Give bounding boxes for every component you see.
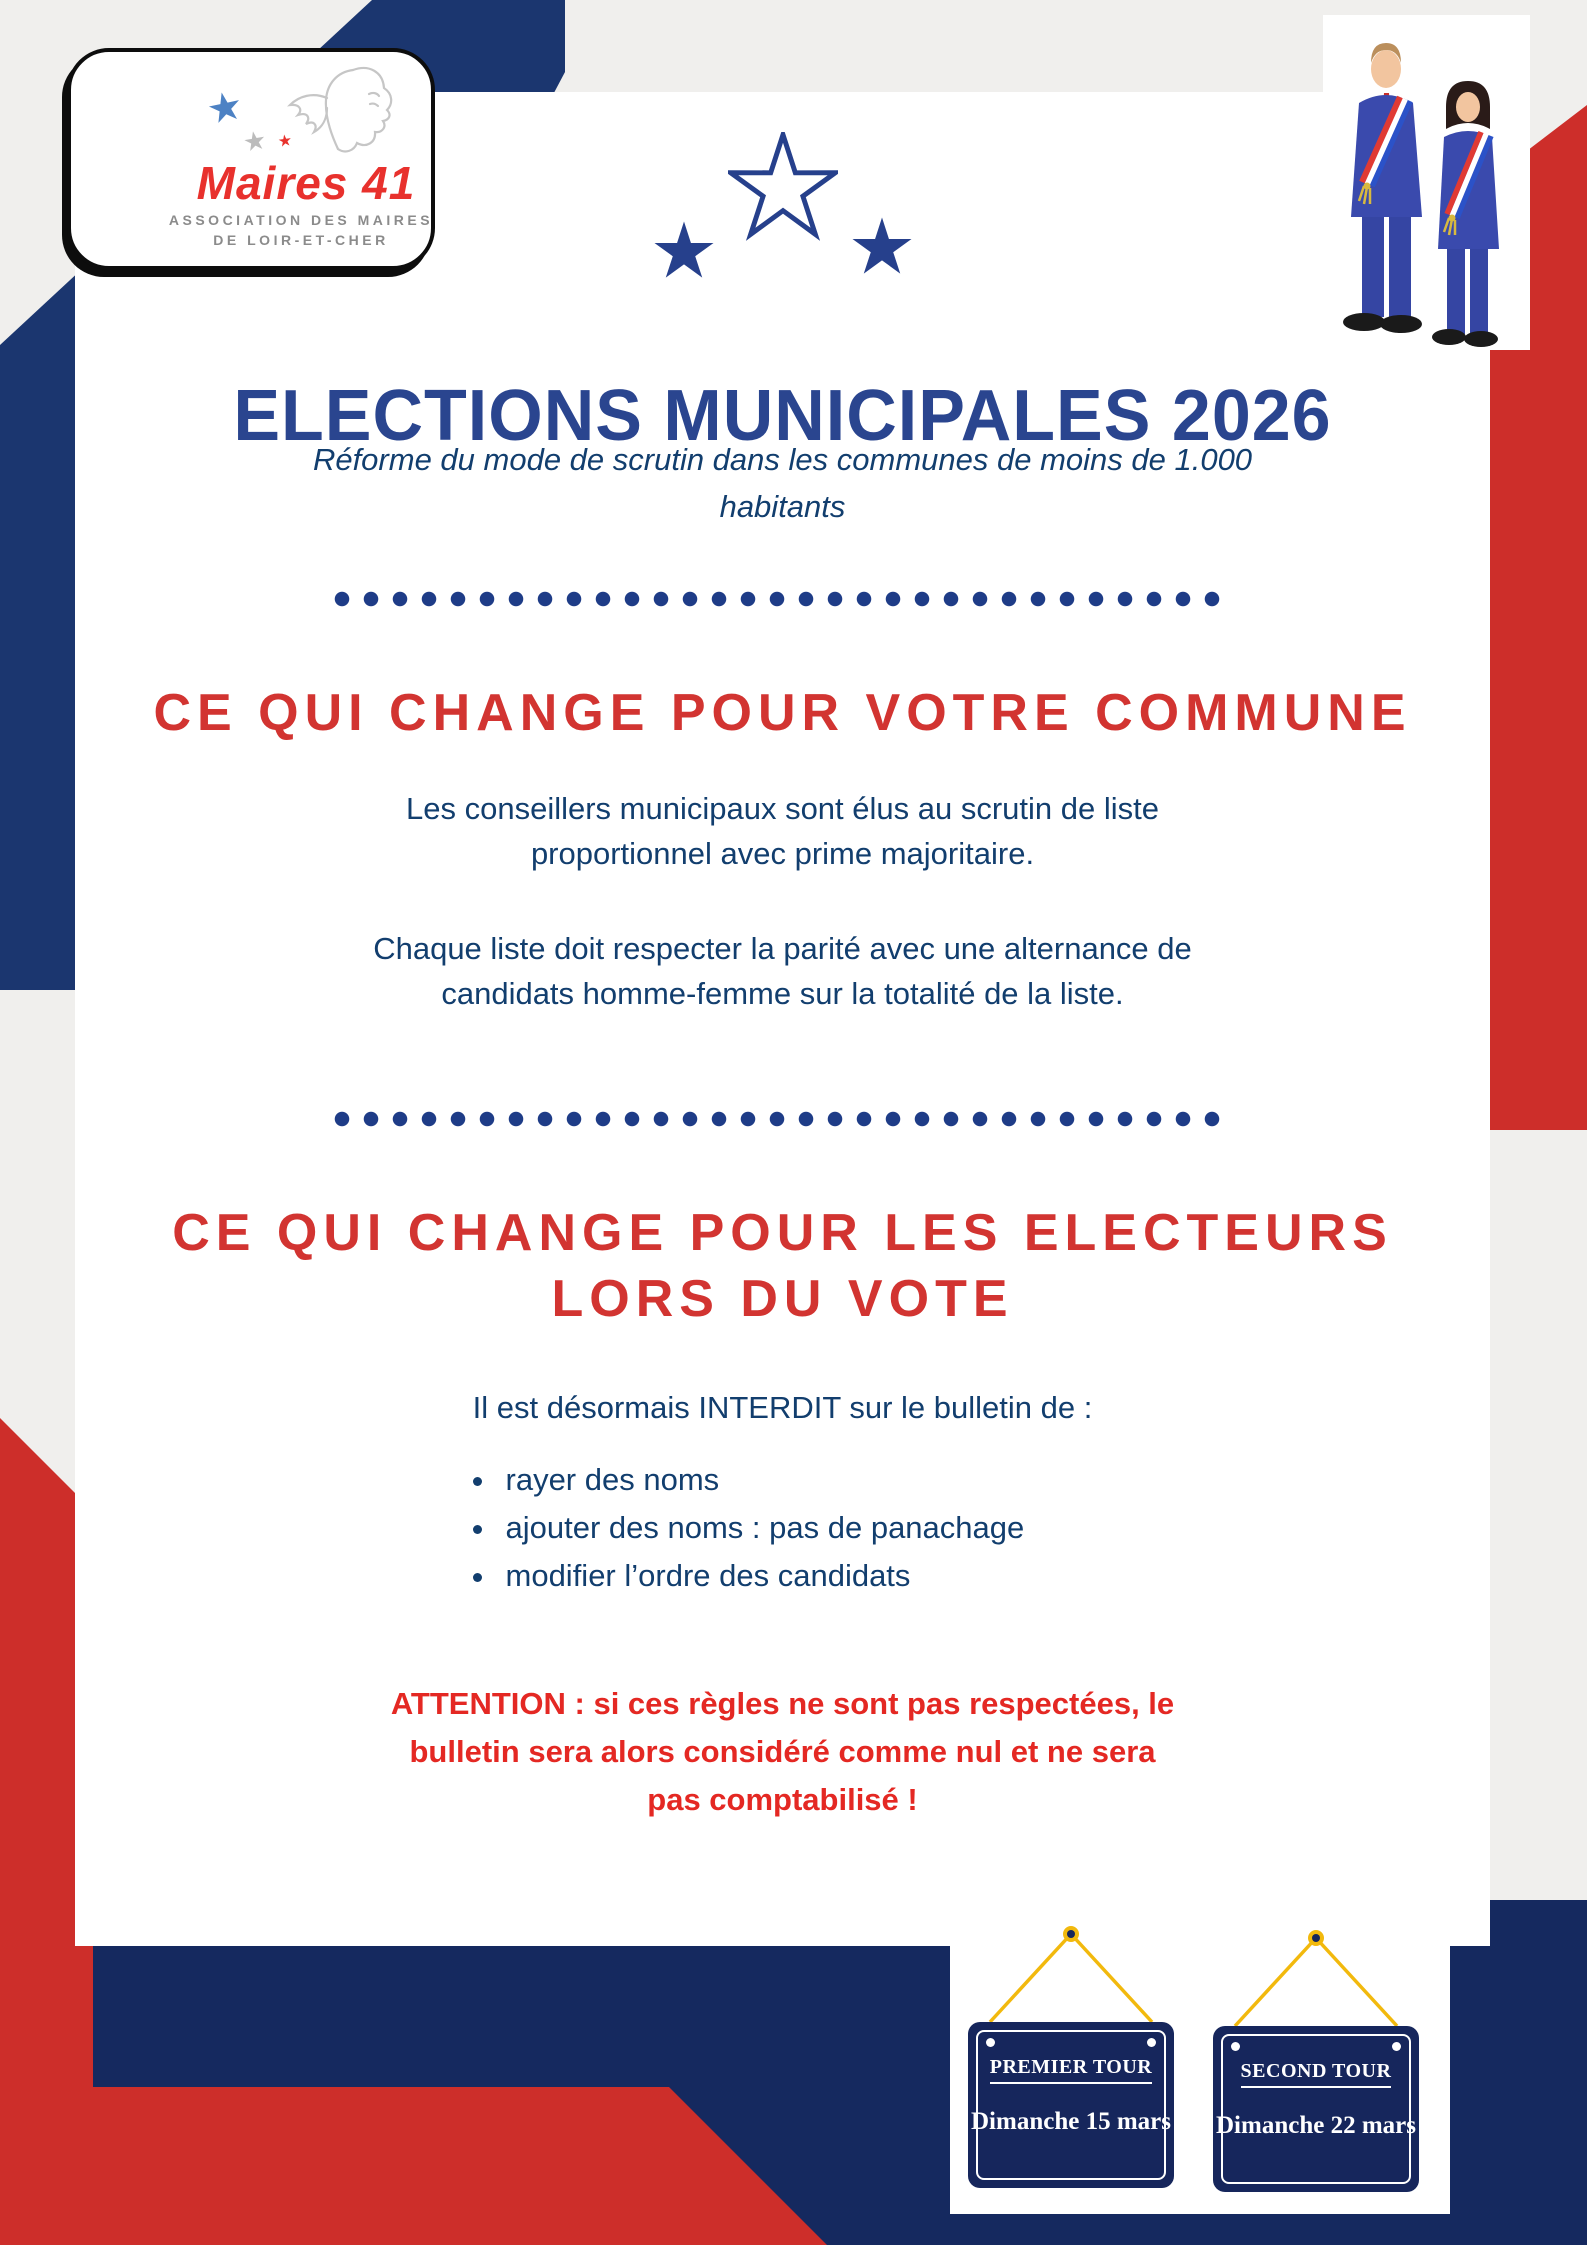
dotted-divider: [332, 590, 1233, 608]
forbidden-actions-list: rayer des noms ajouter des noms : pas de…: [468, 1450, 1098, 1606]
sign-title: PREMIER TOUR: [989, 2056, 1153, 2084]
warning-line: pas comptabilisé !: [647, 1782, 918, 1817]
section1-heading: CE QUI CHANGE POUR VOTRE COMMUNE: [153, 684, 1412, 742]
sign-pin-dot: [1147, 2038, 1156, 2047]
sign-date: Dimanche 22 mars: [1216, 2112, 1416, 2139]
logo-card: ★ ★ ★ Maires 41 ASSOCIATION DES MAIRES D…: [67, 48, 435, 270]
red-star-icon: ★: [276, 132, 294, 151]
second-round-sign: SECOND TOUR Dimanche 22 mars: [1213, 2026, 1419, 2192]
gray-star-icon: ★: [240, 124, 269, 158]
warning-text: ATTENTION : si ces règles ne sont pas re…: [293, 1680, 1273, 1824]
section1-paragraph1: Les conseillers municipaux sont élus au …: [293, 786, 1273, 876]
outline-star-icon: [727, 132, 838, 241]
section2-intro: Il est désormais INTERDIT sur le bulleti…: [472, 1390, 1093, 1425]
page-subtitle: Réforme du mode de scrutin dans les comm…: [253, 436, 1313, 530]
warning-line: ATTENTION : si ces règles ne sont pas re…: [390, 1686, 1175, 1721]
sign-pin-dot: [1231, 2042, 1240, 2051]
sign-string-icon: [988, 1926, 1154, 2024]
filled-star-icon: [653, 221, 714, 278]
section2-heading-line2: LORS DU VOTE: [551, 1270, 1014, 1328]
paragraph-line: candidats homme-femme sur la totalité de…: [441, 976, 1124, 1011]
list-item: rayer des noms: [498, 1462, 1098, 1498]
dotted-divider: [332, 1110, 1233, 1128]
paragraph-line: Les conseillers municipaux sont élus au …: [406, 791, 1159, 826]
page-title: ELECTIONS MUNICIPALES 2026: [233, 374, 1332, 456]
logo-subtitle-line2: DE LOIR-ET-CHER: [213, 232, 389, 248]
paragraph-line: Chaque liste doit respecter la parité av…: [373, 931, 1192, 966]
section2-heading: CE QUI CHANGE POUR LES ELECTEURS LORS DU…: [75, 1200, 1490, 1332]
blue-star-icon: ★: [202, 82, 248, 134]
logo-subtitle-line1: ASSOCIATION DES MAIRES: [168, 212, 434, 228]
first-round-sign: PREMIER TOUR Dimanche 15 mars: [968, 2022, 1174, 2188]
sign-title: SECOND TOUR: [1240, 2060, 1392, 2088]
sign-pin-dot: [1392, 2042, 1401, 2051]
mayors-illustration-art: [1343, 43, 1499, 347]
list-item: ajouter des noms : pas de panachage: [498, 1510, 1098, 1546]
mayors-illustration: [1323, 15, 1530, 350]
logo-brand-text: Maires 41: [196, 157, 416, 209]
section1-paragraph2: Chaque liste doit respecter la parité av…: [293, 926, 1273, 1016]
list-item: modifier l’ordre des candidats: [498, 1558, 1098, 1594]
flyer-card: ELECTIONS MUNICIPALES 2026 Réforme du mo…: [75, 92, 1490, 1946]
sign-string-icon: [1233, 1930, 1399, 2028]
section2-heading-line1: CE QUI CHANGE POUR LES ELECTEURS: [172, 1204, 1393, 1262]
subtitle-line: habitants: [719, 489, 846, 524]
paragraph-line: proportionnel avec prime majoritaire.: [530, 836, 1035, 871]
sign-date: Dimanche 15 mars: [971, 2108, 1171, 2135]
logo-subtitle: ASSOCIATION DES MAIRES DE LOIR-ET-CHER: [156, 212, 446, 248]
marianne-icon: [287, 66, 393, 153]
sign-pin-dot: [986, 2038, 995, 2047]
warning-line: bulletin sera alors considéré comme nul …: [409, 1734, 1156, 1769]
subtitle-line: Réforme du mode de scrutin dans les comm…: [312, 442, 1253, 477]
stars-decoration: [653, 132, 913, 287]
filled-star-icon: [851, 217, 912, 274]
